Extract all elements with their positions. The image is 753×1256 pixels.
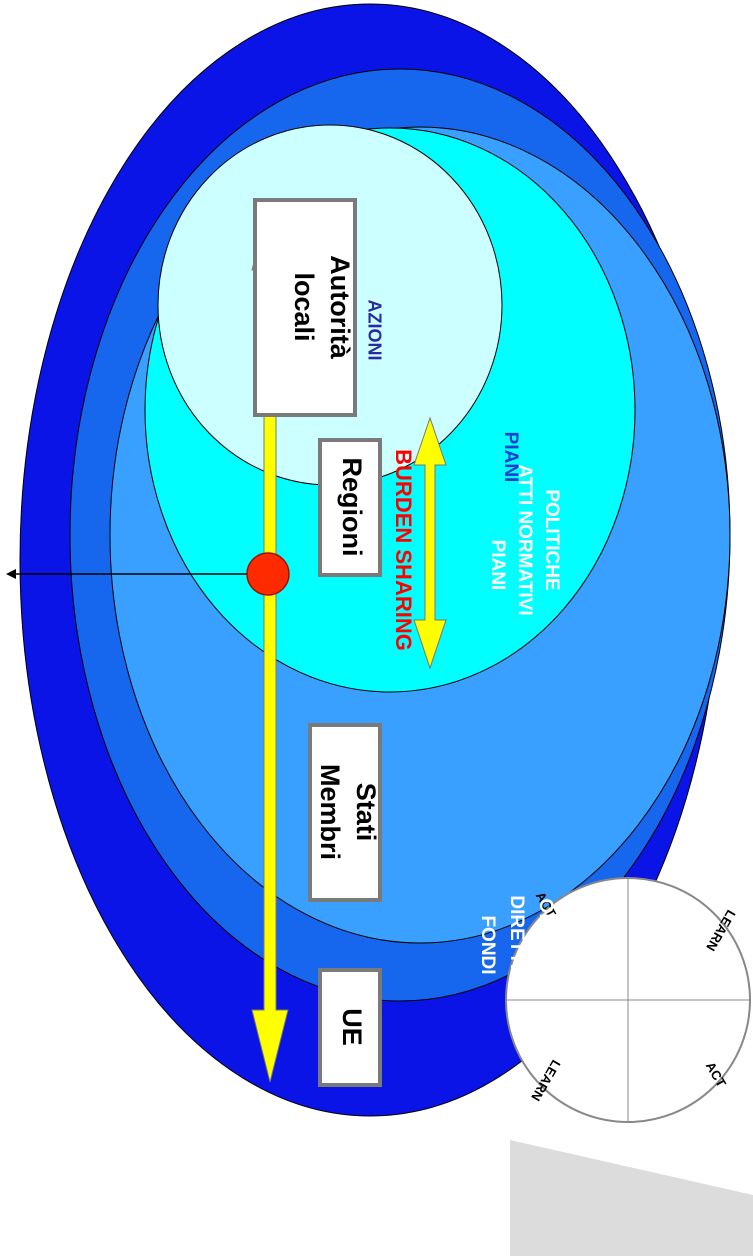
layer-label: AZIONI (364, 300, 384, 361)
layer-label: BURDEN SHARING (391, 449, 416, 651)
box-label: Membri (315, 764, 345, 860)
box-label: Regioni (337, 458, 367, 557)
layer-label: FONDI (477, 915, 498, 974)
layer-label: OBIETTIVI (535, 899, 556, 992)
focus-point (246, 552, 290, 596)
layer-label: ATTI NORMATIVI (514, 464, 535, 615)
box-label: Stati (351, 783, 381, 842)
box (318, 968, 382, 1087)
box (253, 198, 357, 417)
burden-arrow (413, 416, 447, 670)
box (308, 723, 382, 902)
box-label: UE (337, 1008, 367, 1046)
layer-label: DIRETTIVE (506, 895, 527, 994)
inset-shadow (510, 1140, 753, 1256)
arrowhead (6, 569, 16, 579)
layer-label: PIANI (500, 432, 521, 483)
box-label: locali (289, 272, 319, 341)
layer-label: PIANI (487, 540, 508, 591)
box-label: Autorità (325, 255, 355, 359)
box (318, 438, 382, 577)
layer-label: POLITICHE (541, 489, 562, 590)
